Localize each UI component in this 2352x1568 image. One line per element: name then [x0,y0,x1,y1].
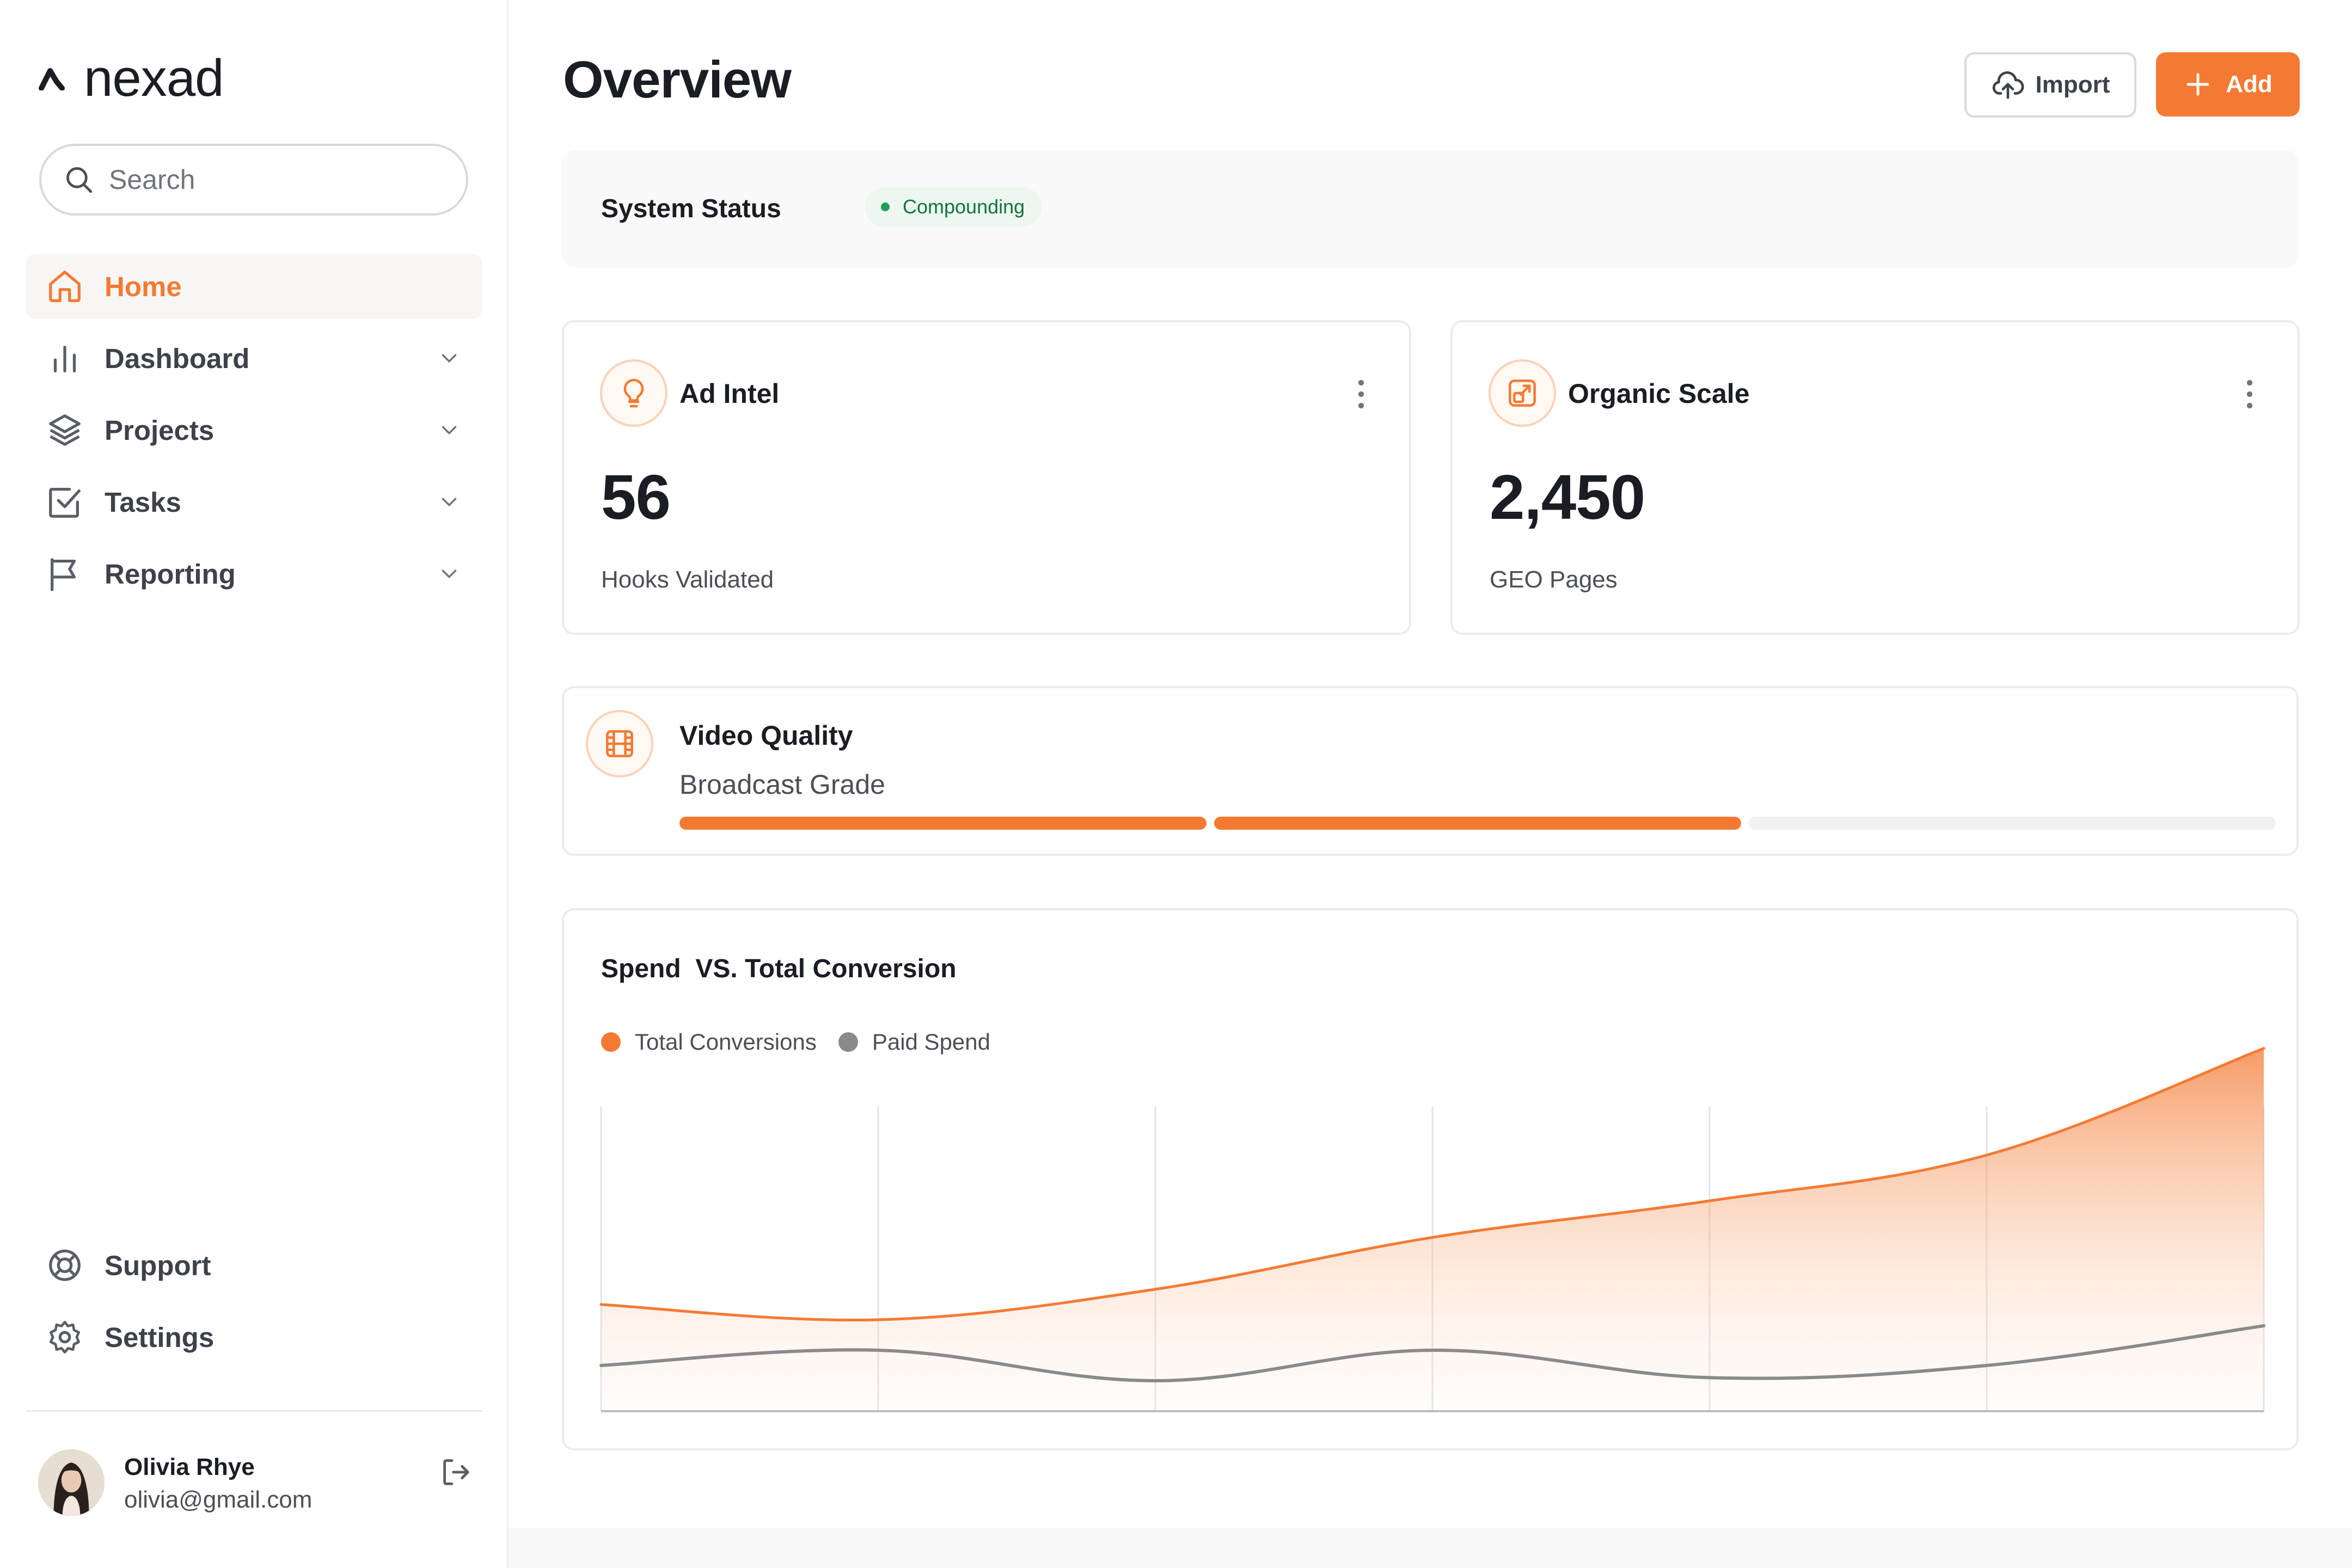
flag-icon [46,555,84,593]
series-line-paid-spend [599,1324,2265,1383]
film-icon [586,710,653,777]
brand-logo[interactable]: nexad [38,52,224,105]
sidebar-nav: Home Dashboard Projects Ta [26,254,482,613]
stat-card-title: Ad Intel [679,378,780,409]
sidebar-item-tasks[interactable]: Tasks [26,469,482,535]
sidebar-item-label: Home [105,271,182,302]
life-buoy-icon [46,1246,84,1284]
import-button[interactable]: Import [1964,52,2136,118]
status-badge: Compounding [865,187,1043,226]
chart-legend: Total Conversions Paid Spend [601,1029,1012,1055]
sidebar-item-settings[interactable]: Settings [26,1304,482,1370]
legend-label: Total Conversions [635,1029,817,1055]
sidebar-item-reporting[interactable]: Reporting [26,541,482,607]
check-square-icon [46,483,84,521]
stat-card-ad-intel: Ad Intel 56 Hooks Validated [562,320,1411,635]
bar-chart-icon [46,339,84,377]
gear-icon [46,1318,84,1356]
sidebar-item-label: Settings [105,1321,215,1353]
status-badge-label: Compounding [903,195,1025,218]
search-input[interactable] [109,164,446,195]
legend-item-paid-spend[interactable]: Paid Spend [838,1029,990,1055]
user-profile: Olivia Rhye olivia@gmail.com [38,1448,474,1519]
add-button[interactable]: Add [2156,52,2300,117]
video-quality-card: Video Quality Broadcast Grade [562,686,2299,856]
sidebar: nexad Home Dashboard [0,0,509,1568]
chart-title: Spend VS. Total Conversion [601,954,957,983]
plus-icon [2186,73,2209,96]
chevron-down-icon[interactable] [437,418,462,443]
legend-swatch [601,1032,621,1052]
legend-item-total-conversions[interactable]: Total Conversions [601,1029,817,1055]
system-status-title: System Status [601,194,781,223]
sidebar-bottom-nav: Support Settings [26,1233,482,1376]
chevron-down-icon[interactable] [437,561,462,586]
sidebar-item-label: Support [105,1250,211,1281]
video-quality-title: Video Quality [679,720,853,751]
brand-name: nexad [84,49,224,107]
add-label: Add [2226,71,2273,97]
sidebar-item-label: Projects [105,414,215,446]
stat-caption: GEO Pages [1490,566,1618,593]
stat-card-title: Organic Scale [1568,378,1750,409]
avatar[interactable] [38,1449,105,1516]
spend-conversion-chart-card: Spend VS. Total Conversion Total Convers… [562,908,2299,1450]
main-content: Overview Import Add System Status Compou… [509,0,2352,1568]
progress-segment-empty [1749,817,2276,830]
stat-value: 56 [601,462,671,532]
stat-card-organic-scale: Organic Scale 2,450 GEO Pages [1450,320,2300,635]
stat-caption: Hooks Validated [601,566,774,593]
import-label: Import [2035,71,2110,98]
search-icon [66,167,93,193]
video-quality-subtitle: Broadcast Grade [679,769,885,800]
search-box[interactable] [39,144,468,216]
sidebar-divider [26,1410,482,1412]
sidebar-item-home[interactable]: Home [26,254,482,319]
chevron-down-icon[interactable] [437,346,462,371]
sidebar-item-label: Tasks [105,486,181,518]
footer-strip [509,1528,2352,1568]
legend-swatch [838,1032,858,1052]
chart-plot [599,1047,2265,1412]
more-vertical-icon[interactable] [2244,379,2255,409]
logo-icon [39,68,65,90]
external-link-icon [1489,359,1556,427]
series-area-total-conversions [601,1048,2264,1411]
chevron-down-icon[interactable] [437,489,462,514]
sidebar-item-label: Reporting [105,558,236,590]
system-status-panel: System Status Compounding [562,150,2299,268]
sidebar-item-dashboard[interactable]: Dashboard [26,326,482,391]
sidebar-item-support[interactable]: Support [26,1233,482,1298]
progress-segment-filled [679,817,1206,830]
more-vertical-icon[interactable] [1356,379,1367,409]
status-dot-icon [881,203,890,211]
logout-icon[interactable] [439,1455,474,1490]
progress-segment-filled [1214,817,1741,830]
home-icon [46,267,84,305]
stat-value: 2,450 [1490,462,1645,532]
layers-icon [46,411,84,449]
user-name: Olivia Rhye [124,1454,255,1480]
lightbulb-icon [600,359,667,427]
cloud-upload-icon [1992,71,2024,99]
legend-label: Paid Spend [872,1029,991,1055]
page-title: Overview [563,51,792,109]
series-line-total-conversions [599,1047,2265,1322]
user-email: olivia@gmail.com [124,1486,313,1513]
sidebar-item-projects[interactable]: Projects [26,397,482,463]
sidebar-item-label: Dashboard [105,342,250,374]
